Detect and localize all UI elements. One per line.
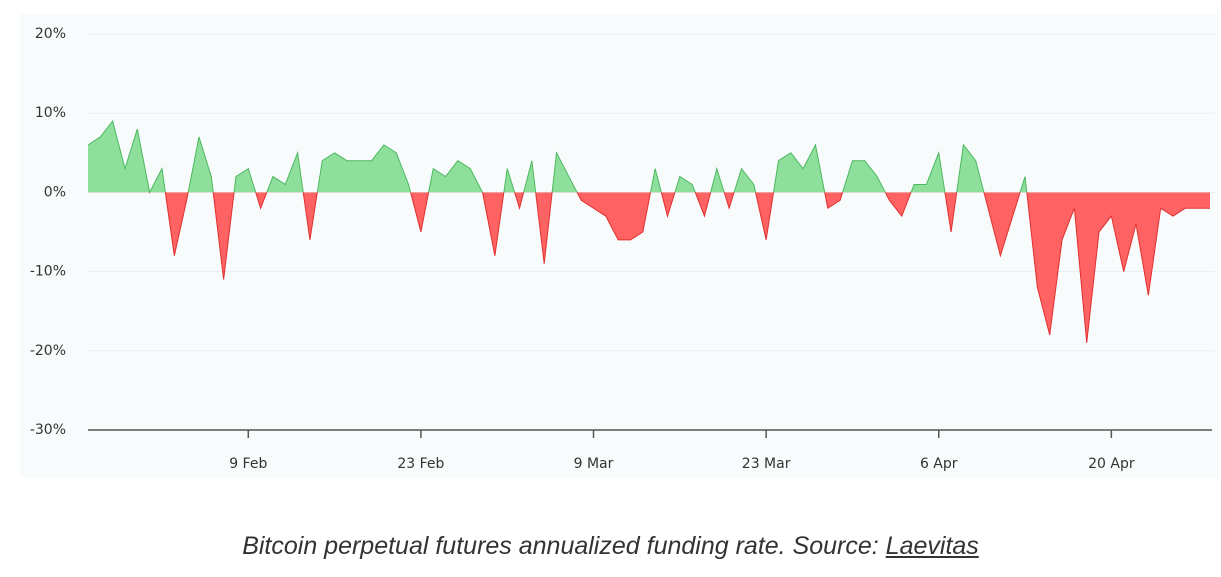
y-tick-label: 20%: [35, 26, 66, 42]
x-tick-label: 20 Apr: [1088, 456, 1135, 472]
y-tick-label: -20%: [30, 343, 66, 359]
positive-area: [88, 121, 1027, 193]
negative-line: [149, 192, 1210, 343]
y-tick-label: 0%: [44, 184, 66, 200]
y-tick-label: 10%: [35, 105, 66, 121]
caption: Bitcoin perpetual futures annualized fun…: [0, 532, 1221, 561]
x-tick-label: 6 Apr: [920, 456, 958, 472]
y-tick-label: -10%: [30, 264, 66, 280]
x-tick-label: 9 Feb: [229, 456, 267, 472]
y-tick-label: -30%: [30, 422, 66, 438]
x-tick-label: 9 Mar: [574, 456, 614, 472]
chart: -30% -20% -10% 0% 10% 20% 9 Feb 23 Feb 9 Mar 23 M…: [29, 26, 1215, 472]
positive-line: [87, 120, 1028, 193]
x-tick-label: 23 Feb: [397, 456, 444, 472]
caption-text: Bitcoin perpetual futures annualized fun…: [242, 532, 879, 560]
negative-area: [88, 192, 1210, 343]
source-link[interactable]: Laevitas: [885, 532, 979, 560]
x-tick-label: 23 Mar: [742, 456, 791, 472]
